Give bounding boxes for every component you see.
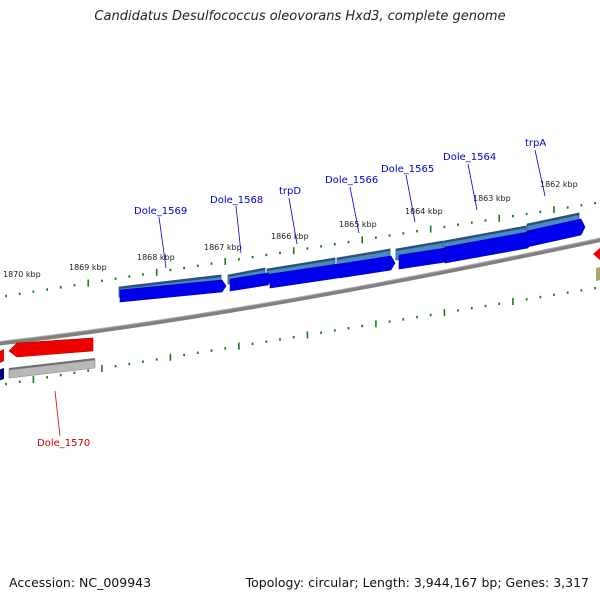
genome-backbone: [0, 237, 600, 346]
forward-gene-edge: [526, 213, 580, 226]
forward-label-leader: [405, 174, 416, 223]
reverse-gene-partial: [0, 368, 4, 381]
tick-label: 1870 kbp: [3, 270, 41, 279]
forward-gene-edge: [395, 241, 444, 251]
gene-partial-right: [596, 267, 600, 281]
reverse-cds-partial-right: [593, 248, 600, 260]
forward-gene-label: Dole_1566: [325, 175, 378, 186]
forward-gene-edge: [336, 249, 391, 260]
forward-gene-label: Dole_1565: [381, 164, 434, 175]
reverse-label-leader: [54, 390, 61, 437]
reverse-gene-label: Dole_1570: [37, 438, 90, 449]
genome-title: Candidatus Desulfococcus oleovorans Hxd3…: [94, 9, 506, 24]
forward-gene-label: trpA: [525, 138, 546, 149]
forward-cds-arrow: [119, 279, 227, 303]
tick-label: 1868 kbp: [137, 253, 175, 262]
labels: 1870 kbp 1869 kbp 1868 kbp 1867 kbp 1866 kbp…: [3, 138, 578, 449]
tick-label: 1869 kbp: [69, 263, 107, 272]
forward-label-leader: [158, 216, 167, 269]
tick-label: 1865 kbp: [339, 220, 377, 229]
forward-gene-label: Dole_1568: [210, 195, 263, 206]
forward-gene-edge: [443, 226, 527, 243]
tick-label: 1862 kbp: [540, 180, 578, 189]
backbone-line: [0, 238, 600, 346]
backbone-highlight: [0, 237, 600, 342]
forward-label-leader: [288, 197, 298, 245]
forward-gene-edge: [266, 258, 336, 271]
accession-text: Accession: NC_009943: [9, 575, 152, 590]
genome-summary-text: Topology: circular; Length: 3,944,167 bp…: [245, 575, 589, 590]
tick-label: 1866 kbp: [271, 232, 309, 241]
forward-gene-edge: [118, 275, 222, 289]
reverse-gene-edge: [8, 358, 96, 370]
forward-gene-label: Dole_1564: [443, 152, 496, 163]
gene-features: [0, 212, 600, 381]
forward-gene-label: Dole_1569: [134, 206, 187, 217]
tick-label: 1863 kbp: [473, 194, 511, 203]
reverse-cds-partial: [0, 349, 4, 363]
tick-marks: [5, 201, 596, 386]
tick-label: 1867 kbp: [204, 243, 242, 252]
reverse-cds-arrow: [8, 337, 94, 358]
forward-cds-arrow: [338, 255, 396, 279]
forward-label-leader: [235, 205, 242, 254]
forward-gene-label: trpD: [279, 186, 301, 197]
forward-label-leader: [349, 186, 360, 234]
reverse-gene-block: [8, 359, 96, 379]
forward-label-leader: [467, 163, 478, 211]
forward-cds-arrow: [526, 218, 586, 248]
forward-label-leader: [534, 149, 546, 197]
tick-label: 1864 kbp: [405, 207, 443, 216]
forward-gene-edge: [227, 268, 266, 277]
